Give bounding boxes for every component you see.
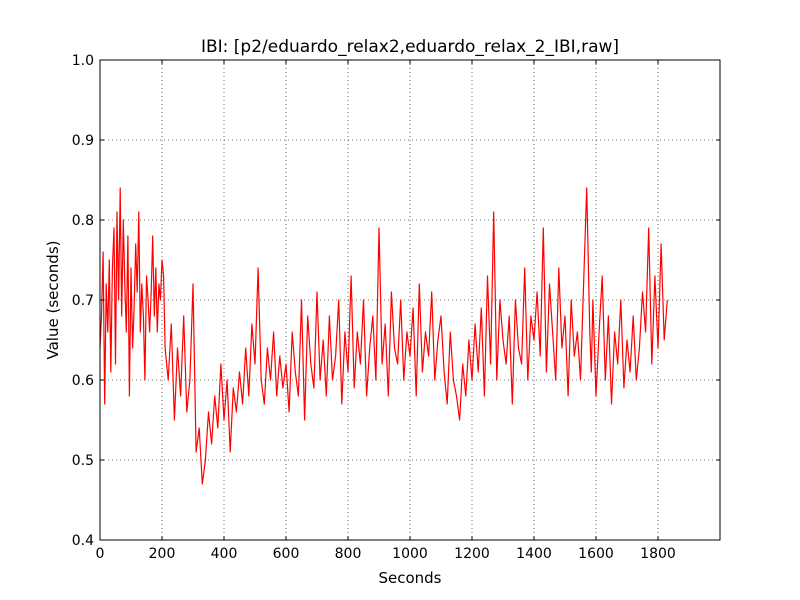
x-tick-label: 1800 bbox=[640, 546, 676, 562]
y-tick-label: 0.9 bbox=[72, 133, 94, 149]
x-tick-label: 0 bbox=[96, 546, 105, 562]
y-tick-label: 0.6 bbox=[72, 373, 94, 389]
x-axis-label: Seconds bbox=[378, 569, 441, 587]
axis-ticks: 0 200 400 600 800 1000 1200 1400 1600 1800 0.4 0.5 0… bbox=[72, 53, 720, 562]
series-line bbox=[99, 187, 668, 485]
y-tick-label: 0.8 bbox=[72, 213, 94, 229]
y-tick-label: 1.0 bbox=[72, 53, 94, 69]
series-group bbox=[99, 187, 668, 485]
x-tick-label: 400 bbox=[211, 546, 238, 562]
y-tick-label: 0.7 bbox=[72, 293, 94, 309]
chart-title: IBI: [p2/eduardo_relax2,eduardo_relax_2_… bbox=[201, 37, 619, 57]
y-tick-label: 0.5 bbox=[72, 453, 94, 469]
x-tick-label: 600 bbox=[273, 546, 300, 562]
x-tick-label: 200 bbox=[149, 546, 176, 562]
x-tick-label: 1600 bbox=[578, 546, 614, 562]
y-axis-label: Value (seconds) bbox=[44, 241, 62, 360]
x-tick-label: 1200 bbox=[454, 546, 490, 562]
x-tick-label: 1400 bbox=[516, 546, 552, 562]
x-tick-label: 1000 bbox=[392, 546, 428, 562]
x-tick-label: 800 bbox=[335, 546, 362, 562]
y-tick-label: 0.4 bbox=[72, 533, 94, 549]
